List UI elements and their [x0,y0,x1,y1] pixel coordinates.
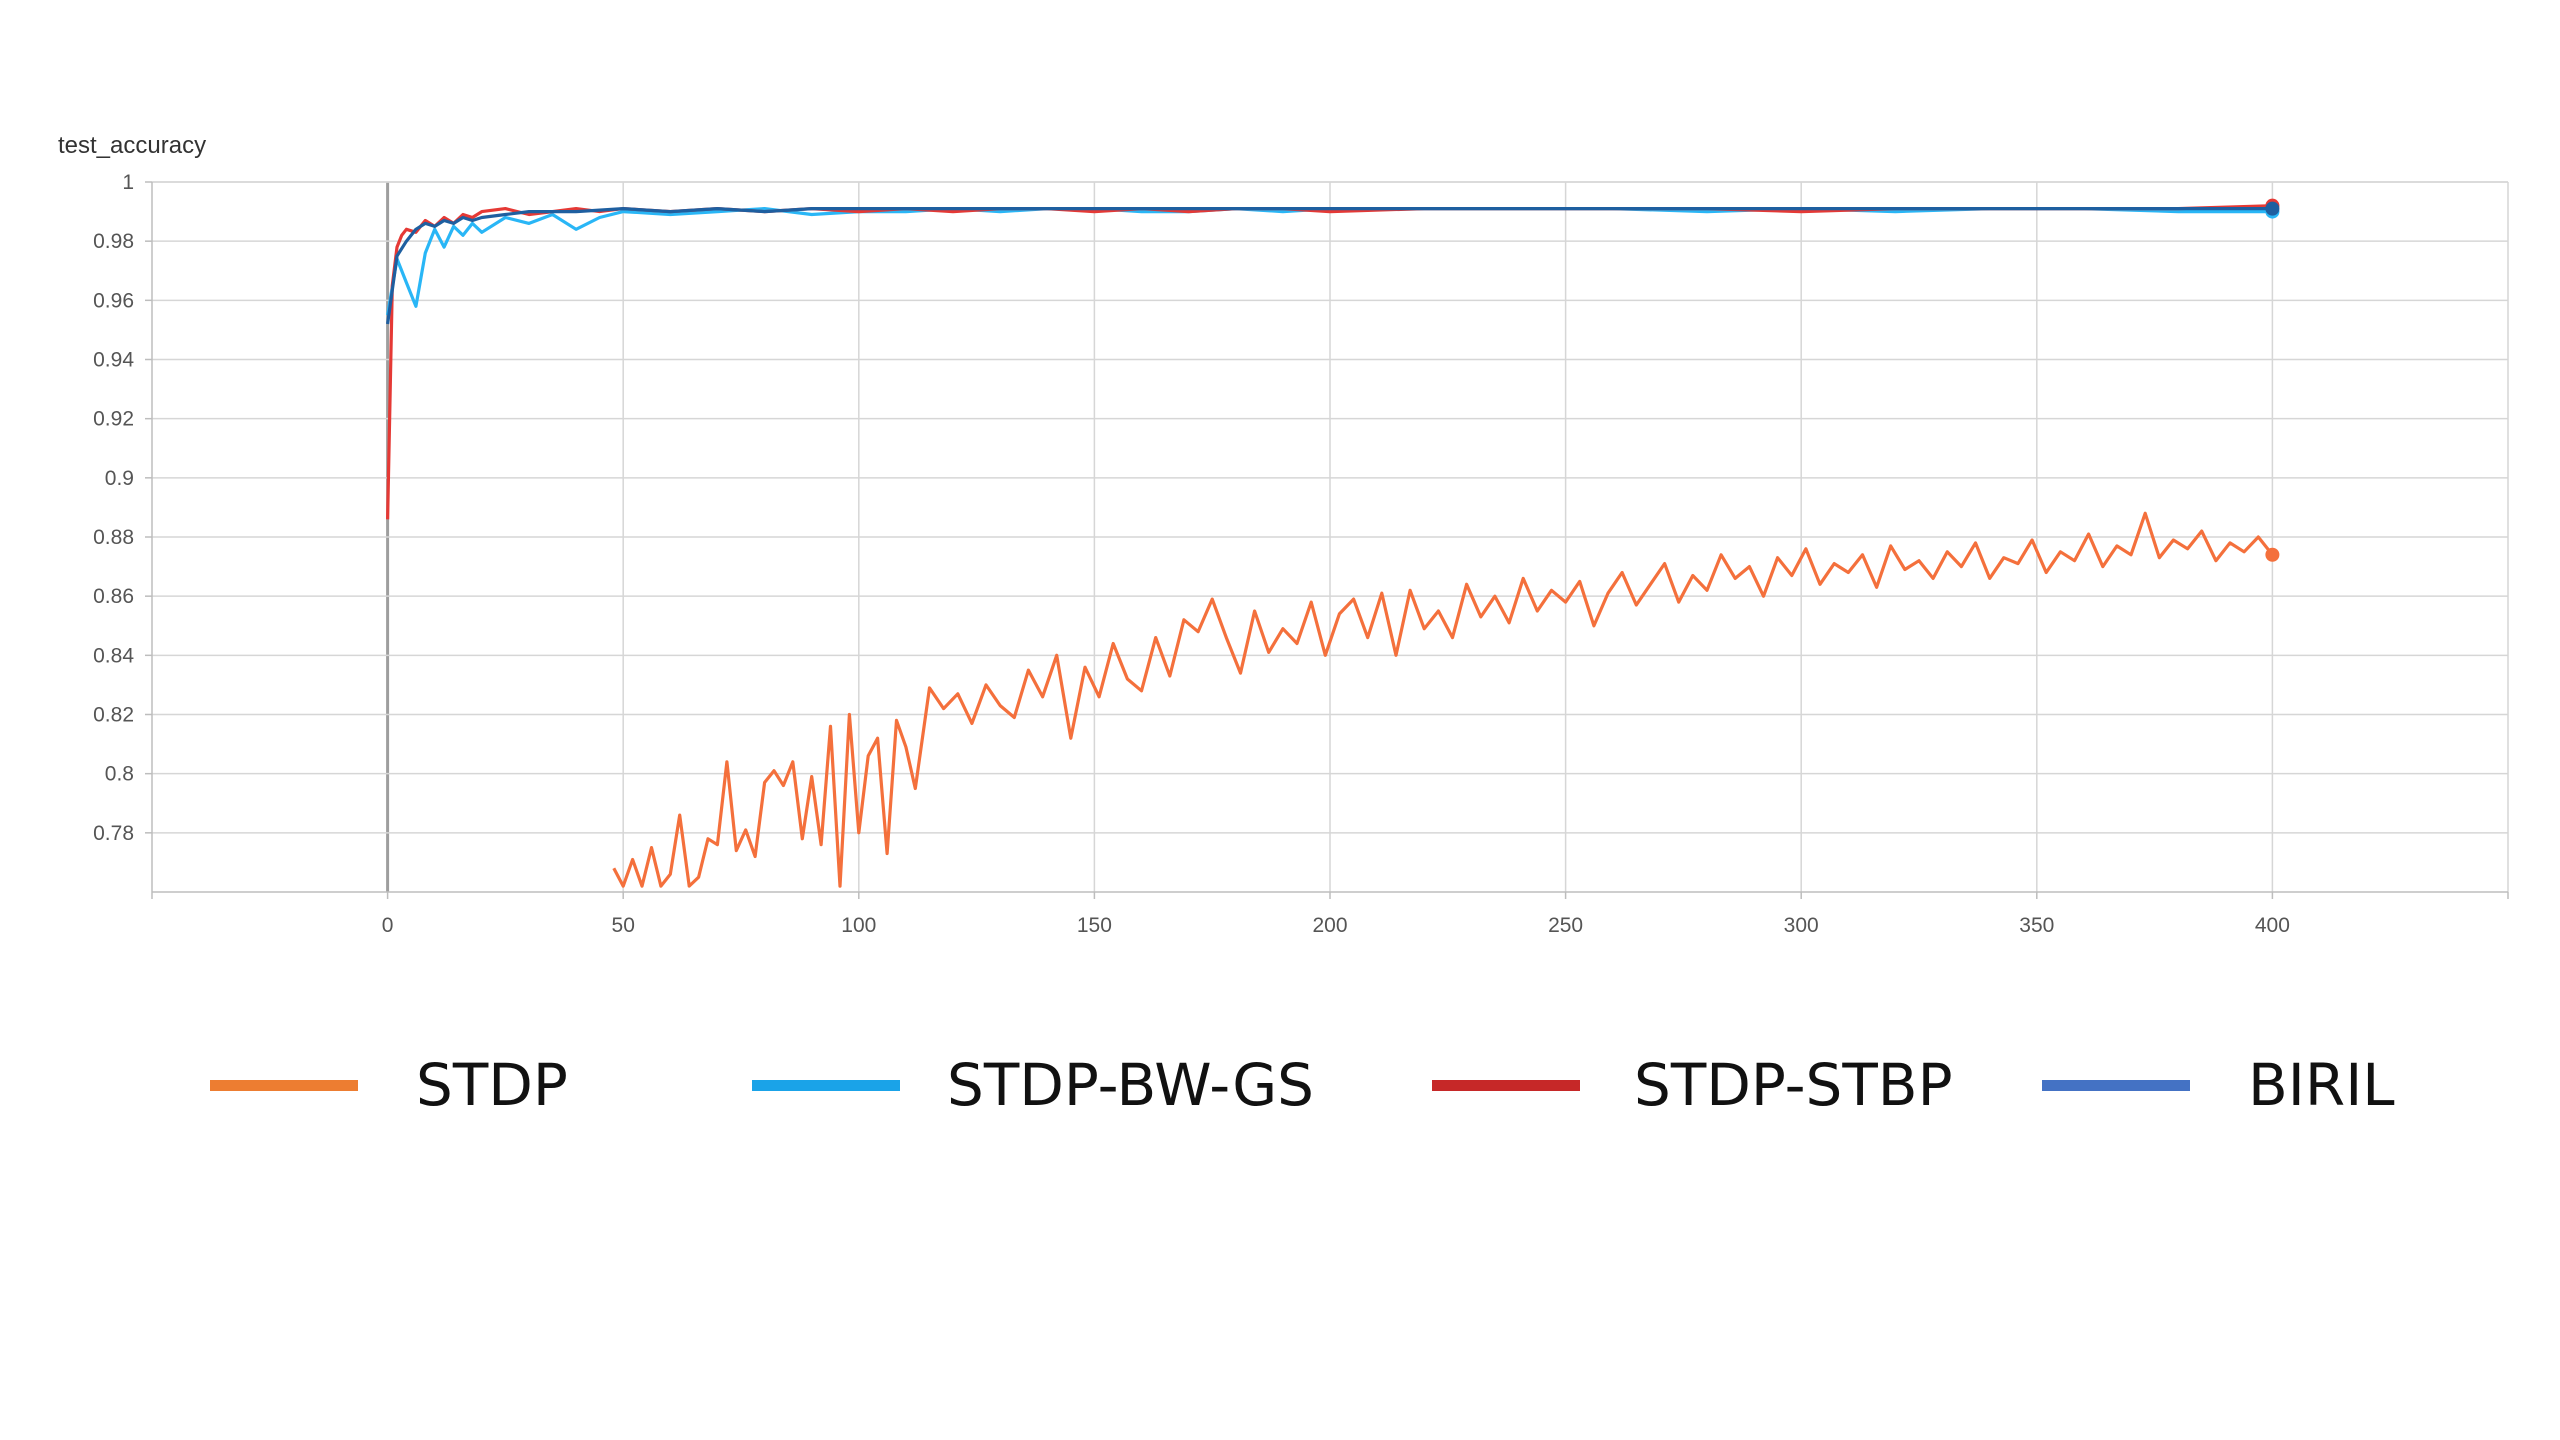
axes [145,181,2509,899]
x-tick-label: 100 [841,914,876,937]
y-tick-label: 0.88 [93,526,134,549]
y-tick-label: 0.92 [93,408,134,431]
x-tick-label: 0 [382,914,394,937]
legend-item-stdp[interactable]: STDP [210,1040,568,1130]
series-endpoint-stdp [2265,547,2280,562]
series-lines [386,198,2280,888]
y-tick-label: 0.86 [93,585,134,608]
y-tick-label: 0.82 [93,704,134,727]
legend-item-stdp-bw-gs[interactable]: STDP-BW-GS [752,1040,1314,1130]
legend-swatch-stdp [210,1079,358,1091]
series-endpoint-biril [2265,201,2280,216]
x-tick-label: 300 [1784,914,1819,937]
legend-label-stdp-stbp: STDP-STBP [1634,1051,1953,1119]
legend-item-biril[interactable]: BIRIL [2042,1040,2395,1130]
y-tick-label: 0.94 [93,349,134,372]
chart-title: test_accuracy [58,132,207,159]
y-tick-label: 0.96 [93,289,134,312]
y-tick-label: 0.78 [93,822,134,845]
legend: STDP STDP-BW-GS STDP-STBP BIRIL [0,1040,2560,1130]
legend-swatch-stdp-bw-gs [752,1079,900,1091]
y-tick-label: 1 [122,171,134,194]
x-tick-label: 200 [1312,914,1347,937]
x-tick-label: 150 [1077,914,1112,937]
y-tick-label: 0.9 [105,467,134,490]
tick-labels: 0 50 100 150 200 250 300 350 400 0.78 0.8 0.82 0.84 0… [93,171,2290,937]
x-tick-label: 400 [2255,914,2290,937]
grid [152,181,2508,892]
x-tick-label: 250 [1548,914,1583,937]
legend-label-biril: BIRIL [2248,1051,2395,1119]
y-tick-label: 0.98 [93,230,134,253]
legend-swatch-biril [2042,1079,2190,1091]
x-tick-label: 50 [612,914,635,937]
legend-label-stdp: STDP [416,1051,568,1119]
legend-label-stdp-bw-gs: STDP-BW-GS [947,1051,1315,1119]
y-tick-label: 0.8 [105,763,134,786]
legend-item-stdp-stbp[interactable]: STDP-STBP [1432,1040,1953,1130]
legend-swatch-stdp-stbp [1432,1079,1580,1091]
series-line-stdp [612,511,2274,888]
y-tick-label: 0.84 [93,644,134,667]
series-line-biril [386,207,2273,325]
x-tick-label: 350 [2019,914,2054,937]
